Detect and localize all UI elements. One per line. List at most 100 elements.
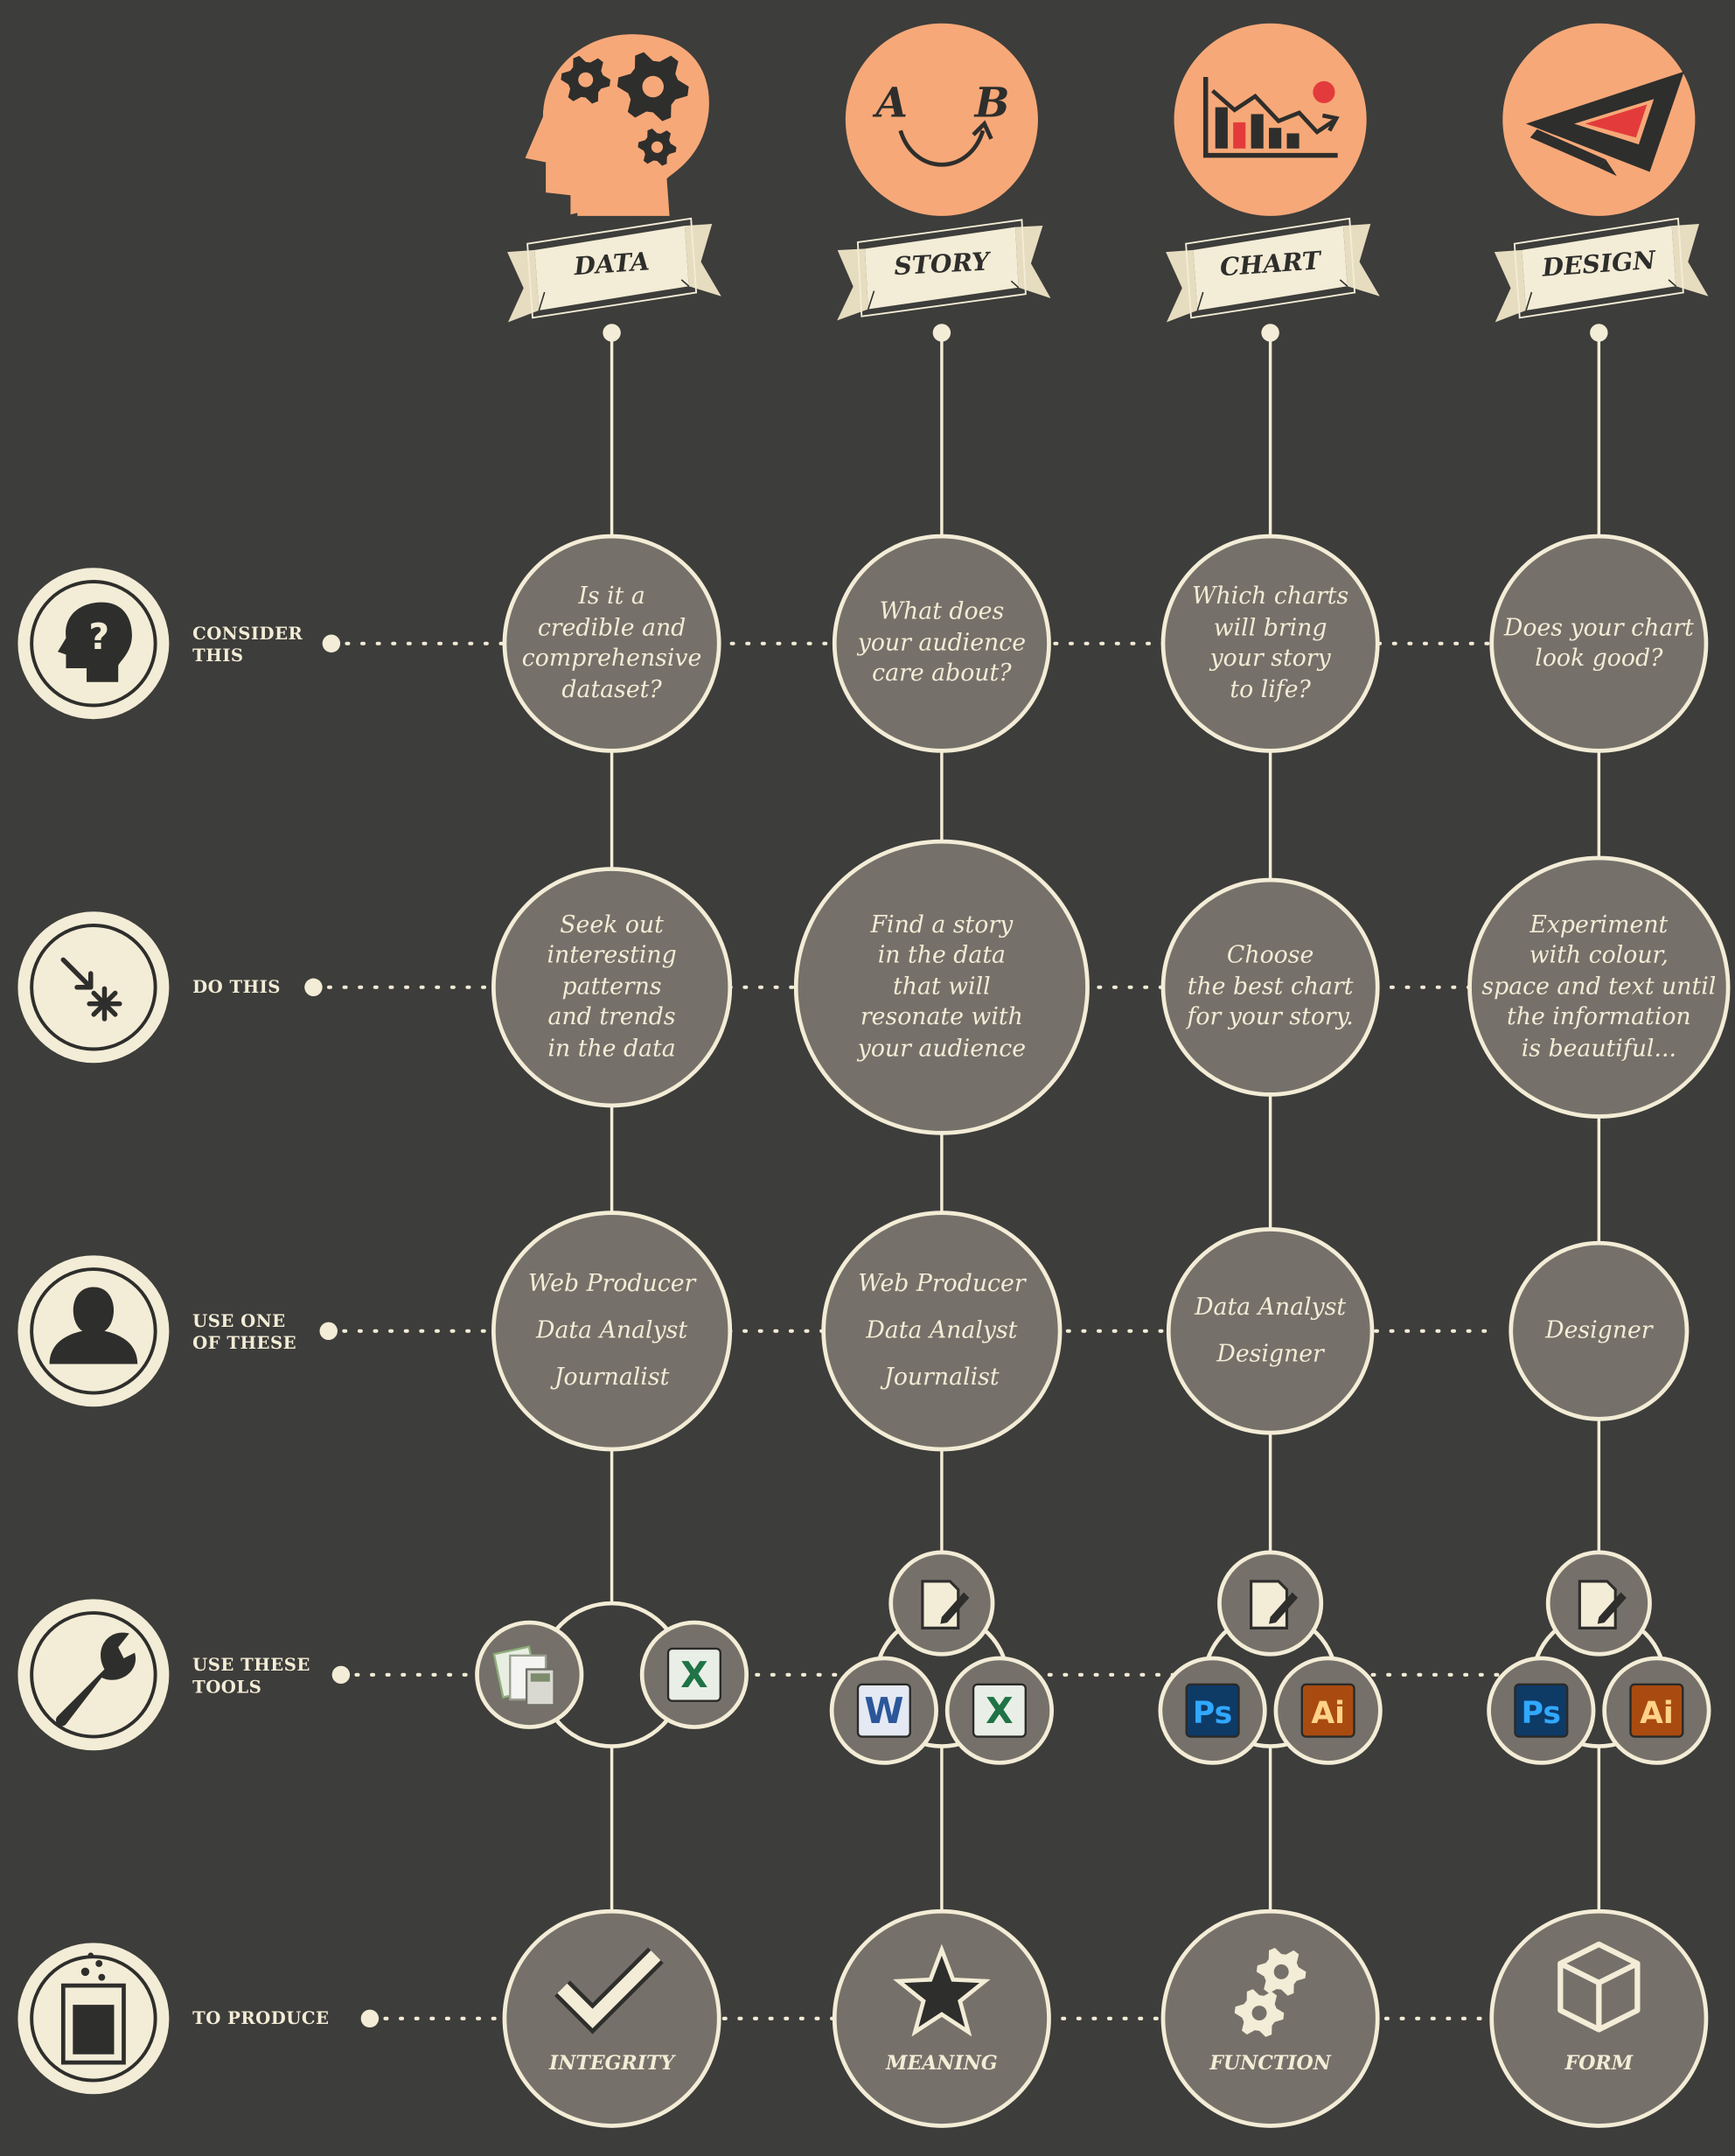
node-roles-data [491,1211,733,1452]
column-start-dot [1590,324,1608,342]
gear-icon [561,55,611,104]
node-text-do-data: Seek out interesting patterns and trends… [547,911,677,1063]
produce-label-story: MEANING [886,2053,998,2076]
banner-face [534,226,689,310]
node-text-roles-story: Web Producer Data Analyst Journalist [858,1270,1026,1392]
produce-disc [502,1908,721,2128]
banner-tail-right [1671,223,1709,297]
node-roles-design [1509,1240,1690,1421]
bubble [87,1952,94,1958]
gear-icon [1256,1948,1306,1996]
node-text-roles-design: Designer [1545,1317,1653,1345]
app-tile [1185,1683,1240,1738]
text-editor-icon [888,1550,995,1657]
column-banner-chart [1166,217,1380,323]
node-text-roles-data: Web Producer Data Analyst Journalist [527,1270,696,1392]
node-text-do-chart: Choose the best chart for your story. [1187,942,1354,1032]
node-text-roles-chart: Data Analyst Designer [1195,1294,1347,1369]
column-start-dot [1261,324,1279,342]
node-do-data [491,867,733,1108]
spreadsheet-app-icon [475,1620,584,1729]
column-start-dot [603,324,621,342]
set-square-pencil-icon [1502,23,1696,216]
story-letter-b: B [974,80,1010,129]
node-roles-story [821,1211,1063,1452]
gears-icon [1234,1948,1306,2037]
star-shape [893,1943,991,2037]
row-label-tools: USE THESE TOOLS [192,1654,310,1697]
produce-node-story [832,1908,1051,2128]
banner-ribbon [1494,217,1709,323]
gear-icon [1234,1989,1285,2037]
asterisk-icon [87,986,122,1022]
column-banner-data [507,217,721,323]
app-tile [1514,1683,1569,1738]
chart-bar [1269,128,1282,149]
produce-label-chart: FUNCTION [1209,2053,1331,2076]
row-icon-ring [30,1611,157,1739]
bubble [80,1967,90,1977]
banner-ribbon [837,219,1051,321]
app-tile [1629,1683,1684,1738]
app-glyph: X [680,1654,708,1696]
tools-design: Ps Ai [1487,1550,1711,1765]
app-glyph: X [986,1690,1014,1732]
app-tile [666,1647,721,1702]
column-start-dot [932,324,951,342]
produce-label-design: FORM [1564,2053,1634,2076]
row-start-dot [322,634,341,652]
node-do-story [793,839,1090,1135]
text-editor-icon [1217,1550,1324,1657]
wrench-icon [17,1599,170,1751]
gear-icon [617,52,689,122]
chart-trend-line [1211,88,1335,135]
wrench-shape [55,1632,136,1727]
gear-icon [638,128,677,166]
story-letter-a: A [875,80,909,129]
arrow-asterisk-icon [17,911,170,1064]
smile-arrow [898,129,986,167]
node-do-design [1467,855,1731,1119]
banner-face [1193,226,1348,310]
app-tile [856,1683,911,1738]
tools-data: X [475,1601,749,1748]
node-consider-chart [1160,534,1380,753]
bubble [98,1973,106,1981]
chart-circle [1174,23,1367,216]
app-glyph: Ai [1640,1696,1674,1731]
pencil-icon [1529,129,1606,168]
row-icon-ring [30,1955,157,2083]
row-start-dot [304,978,323,996]
beaker-icon [17,1943,170,2095]
chart-bar [1251,114,1264,149]
pencil-shape [1269,1592,1299,1624]
row-icon-ring [30,580,157,708]
row-start-dot [319,1322,338,1341]
node-consider-story [832,534,1051,753]
cube-icon [1557,1941,1641,2033]
node-text-consider-story: What does your audience care about? [857,598,1027,688]
row-label-do: DO THIS [192,976,281,997]
arrow-icon [60,957,94,990]
produce-node-chart [1160,1908,1380,2128]
chart-bar [1286,133,1300,149]
node-text-do-story: Find a story in the data that will reson… [857,911,1027,1063]
row-start-dot [331,1665,351,1685]
banner-face [865,227,1019,310]
head-question-icon: ? [17,568,170,720]
app-tile [972,1683,1027,1738]
column-banner-design [1494,217,1709,323]
banner-face [1522,226,1676,310]
node-text-do-design: Experiment with colour, space and text u… [1481,911,1717,1063]
excel-icon: X [639,1620,749,1729]
tools-chart: Ps Ai [1158,1550,1383,1765]
node-text-consider-design: Does your chart look good? [1503,613,1694,673]
banner-ribbon [507,217,721,323]
beaker-outline [60,1983,126,2065]
chart-icon [1174,23,1367,216]
a-to-b-icon [845,23,1038,216]
produce-node-data [502,1908,721,2128]
chart-bar [1233,122,1246,149]
node-roles-chart [1166,1227,1375,1435]
